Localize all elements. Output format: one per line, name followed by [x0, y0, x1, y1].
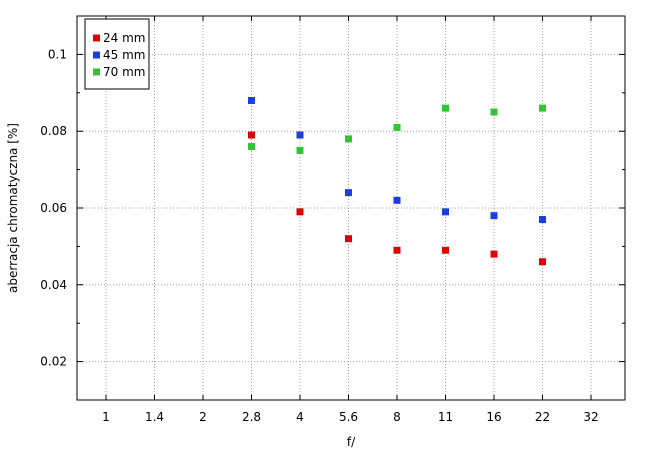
- data-point-series-1: [393, 196, 401, 204]
- y-axis-label: aberracja chromatyczna [%]: [6, 123, 20, 293]
- y-tick-label: 0.06: [40, 201, 67, 215]
- data-point-series-1: [490, 212, 498, 220]
- data-point-series-1: [539, 216, 546, 224]
- data-point-series-0: [345, 235, 352, 243]
- grid-layer: [77, 16, 625, 400]
- data-point-series-0: [442, 246, 449, 254]
- data-point-series-0: [539, 258, 546, 266]
- data-point-series-2: [490, 108, 498, 116]
- data-point-series-2: [248, 143, 255, 151]
- x-tick-label: 2.8: [242, 410, 261, 424]
- y-tick-label: 0.08: [40, 124, 67, 138]
- y-tick-label: 0.1: [48, 47, 67, 61]
- legend-swatch: [93, 51, 100, 59]
- legend-label: 45 mm: [103, 48, 145, 62]
- x-tick-label: 4: [296, 410, 304, 424]
- x-tick-label: 22: [535, 410, 550, 424]
- x-tick-labels: 1 1.4 2 2.8 4 5.6 8 11 16 22 32: [102, 410, 598, 424]
- x-tick-label: 11: [438, 410, 453, 424]
- data-point-series-2: [296, 146, 304, 154]
- data-point-series-0: [393, 246, 401, 254]
- y-tick-label: 0.02: [40, 355, 67, 369]
- data-point-series-0: [490, 250, 498, 258]
- data-point-series-0: [296, 208, 304, 216]
- data-point-series-1: [345, 189, 352, 197]
- legend: 24 mm 45 mm 70 mm: [84, 18, 150, 90]
- x-tick-label: 16: [486, 410, 501, 424]
- x-tick-label: 2: [199, 410, 207, 424]
- x-tick-label: 8: [393, 410, 401, 424]
- y-tick-label: 0.04: [40, 278, 67, 292]
- data-point-series-1: [442, 208, 449, 216]
- data-point-series-2: [442, 104, 449, 112]
- data-point-series-2: [539, 104, 546, 112]
- x-tick-label: 5.6: [339, 410, 358, 424]
- data-point-series-2: [393, 123, 401, 131]
- legend-swatch: [93, 34, 100, 42]
- data-point-series-2: [345, 135, 352, 143]
- data-point-series-1: [248, 96, 255, 104]
- x-tick-label: 1.4: [145, 410, 164, 424]
- data-point-series-1: [296, 131, 304, 139]
- data-point-series-0: [248, 131, 255, 139]
- x-tick-label: 1: [102, 410, 110, 424]
- x-axis-label: f/: [347, 435, 356, 449]
- legend-label: 24 mm: [103, 31, 145, 45]
- y-tick-labels: 0.02 0.04 0.06 0.08 0.1: [40, 47, 67, 368]
- points-layer: [248, 96, 546, 266]
- legend-label: 70 mm: [103, 65, 145, 79]
- x-tick-label: 32: [583, 410, 598, 424]
- legend-swatch: [93, 68, 100, 76]
